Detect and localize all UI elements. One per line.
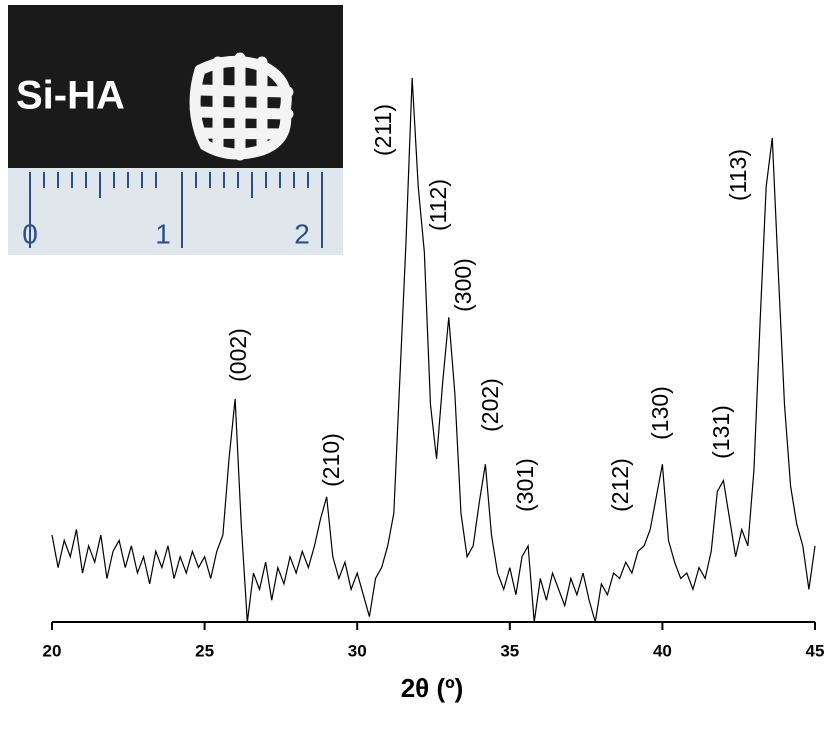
x-tick-label: 45 [806,641,825,660]
x-axis-label: 2θ (º) [401,673,464,703]
ruler [8,168,343,255]
peak-label: (202) [477,378,503,432]
ruler-label: 2 [294,218,310,249]
peak-label: (301) [512,458,538,512]
x-tick-label: 25 [195,641,214,660]
ruler-label: 0 [22,218,38,249]
peak-label: (112) [425,179,451,231]
x-tick-label: 20 [43,641,62,660]
peak-label: (210) [318,433,344,487]
peak-label: (300) [450,258,476,312]
inset-photo: Si-HA 0 1 2 [8,5,343,255]
ruler-ticks [29,172,323,248]
peak-label: (131) [708,405,734,459]
xrd-pattern [51,77,816,623]
peak-label: (211) [370,104,396,156]
x-tick-label: 40 [653,641,672,660]
inset-label: Si-HA [16,74,125,118]
peak-label: (002) [225,328,251,382]
scaffold [189,52,294,161]
peak-label: (212) [607,458,633,512]
peak-label: (130) [647,386,673,440]
ruler-label: 1 [155,218,171,249]
x-tick-label: 35 [500,641,519,660]
x-tick-label: 30 [348,641,367,660]
peak-label: (113) [725,149,751,201]
